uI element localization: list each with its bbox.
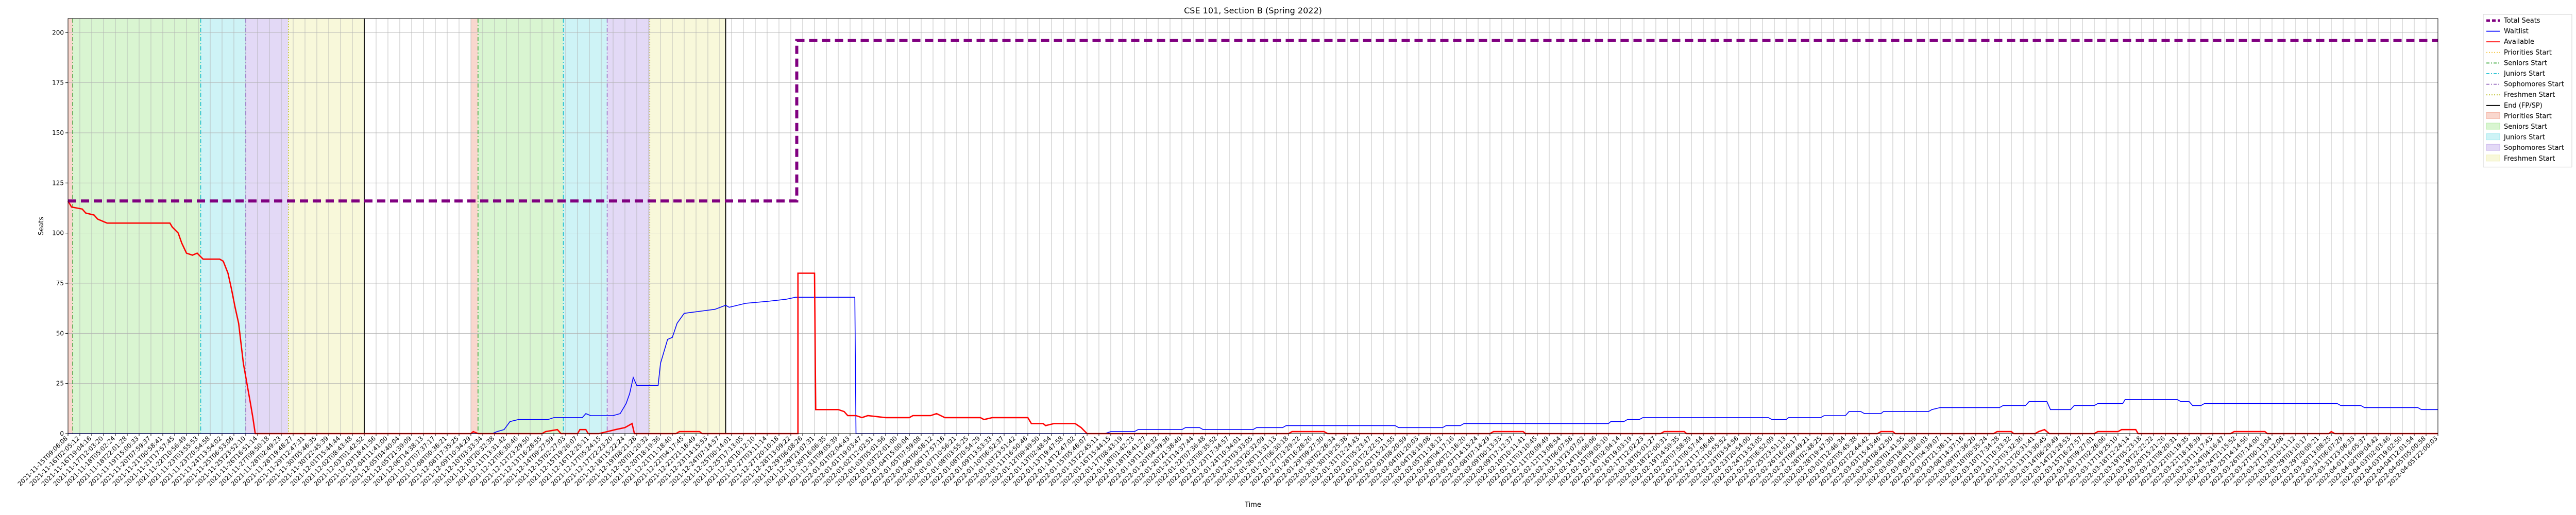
y-tick-label: 0 xyxy=(60,430,64,437)
legend-swatch xyxy=(2486,133,2500,141)
legend-item: End (FP/SP) xyxy=(2486,102,2543,110)
y-tick-label: 75 xyxy=(56,280,64,287)
legend-item: Available xyxy=(2486,38,2534,46)
legend-label: Seniors Start xyxy=(2504,59,2547,67)
legend-item: Juniors Start xyxy=(2486,70,2545,78)
phase-band-sophomores xyxy=(246,19,289,434)
legend-item: Total Seats xyxy=(2486,17,2540,25)
series xyxy=(67,39,2438,435)
legend-label: End (FP/SP) xyxy=(2504,102,2543,110)
y-tick-label: 125 xyxy=(52,179,64,186)
series-waitlist-line xyxy=(68,297,2438,434)
legend-item: Sophomores Start xyxy=(2486,144,2564,152)
legend-label: Priorities Start xyxy=(2504,49,2552,57)
phase-band-priorities xyxy=(471,19,478,434)
phase-band-freshmen xyxy=(288,19,364,434)
legend-label: Juniors Start xyxy=(2503,134,2545,142)
phase-band-seniors xyxy=(478,19,564,434)
y-axis-label: Seats xyxy=(38,217,45,235)
legend-item: Seniors Start xyxy=(2486,123,2547,131)
legend-item: Seniors Start xyxy=(2486,59,2547,67)
chart-title: CSE 101, Section B (Spring 2022) xyxy=(1184,6,1322,15)
phase-band-juniors xyxy=(563,19,607,434)
phase-band-seniors xyxy=(73,19,201,434)
x-axis: 2021-11-15T09:06:082021-11-16T02:05:1220… xyxy=(16,434,2439,488)
legend-label: Total Seats xyxy=(2503,17,2540,25)
y-tick-label: 50 xyxy=(56,330,64,337)
legend-swatch xyxy=(2486,154,2500,162)
legend-swatch xyxy=(2486,123,2500,130)
legend-label: Priorities Start xyxy=(2504,112,2552,120)
y-tick-label: 175 xyxy=(52,79,64,87)
legend-label: Sophomores Start xyxy=(2504,144,2564,152)
legend-label: Seniors Start xyxy=(2504,123,2547,131)
y-tick-label: 100 xyxy=(52,230,64,237)
legend-item: Juniors Start xyxy=(2486,133,2545,142)
legend-item: Sophomores Start xyxy=(2486,81,2564,89)
y-tick-label: 25 xyxy=(56,380,64,387)
grid-lines xyxy=(67,19,2438,434)
legend-label: Juniors Start xyxy=(2503,70,2545,78)
series-available-line xyxy=(67,200,2438,435)
phase-bands xyxy=(68,19,726,434)
series-total-seats-line xyxy=(68,39,2438,203)
legend-box xyxy=(2483,14,2572,167)
legend-item: Freshmen Start xyxy=(2486,91,2555,99)
y-tick-label: 150 xyxy=(52,129,64,136)
legend-label: Freshmen Start xyxy=(2504,155,2555,163)
legend-label: Available xyxy=(2504,38,2534,46)
y-tick-label: 200 xyxy=(52,29,64,36)
y-axis: 0 25 50 75 100 125 150 175 200 xyxy=(52,29,68,437)
phase-band-juniors xyxy=(200,19,246,434)
legend-label: Freshmen Start xyxy=(2504,91,2555,99)
legend-item: Priorities Start xyxy=(2486,112,2552,120)
phase-band-sophomores xyxy=(607,19,650,434)
phase-band-freshmen xyxy=(650,19,726,434)
legend: Total Seats Waitlist Available Priorities S… xyxy=(2483,14,2572,167)
legend-label: Waitlist xyxy=(2504,28,2529,36)
phase-band-priorities xyxy=(68,19,73,434)
legend-item: Priorities Start xyxy=(2486,49,2552,57)
legend-label: Sophomores Start xyxy=(2504,81,2564,89)
legend-item: Waitlist xyxy=(2486,28,2529,36)
legend-item: Freshmen Start xyxy=(2486,154,2555,163)
legend-swatch xyxy=(2486,112,2500,119)
phase-markers xyxy=(72,19,726,434)
x-axis-label: Time xyxy=(1244,501,1261,509)
legend-swatch xyxy=(2486,144,2500,151)
